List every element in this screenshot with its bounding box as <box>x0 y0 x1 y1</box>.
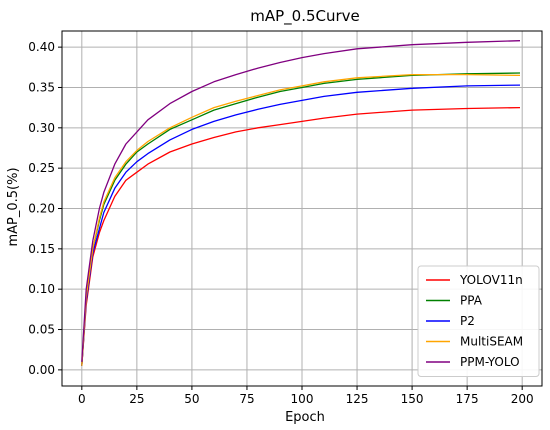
series-line-p2 <box>81 84 521 366</box>
y-tick-label: 0.10 <box>28 282 55 296</box>
legend-label-yolov11n: YOLOV11n <box>459 273 523 287</box>
x-tick-label: 100 <box>291 392 314 406</box>
series-line-yolov11n <box>81 106 521 366</box>
x-tick-label: 200 <box>511 392 534 406</box>
y-tick-label: 0.20 <box>28 202 55 216</box>
y-tick-label: 0.35 <box>28 80 55 94</box>
x-tick-label: 25 <box>129 392 144 406</box>
series-line-ppm-yolo <box>81 40 521 362</box>
x-tick-label: 175 <box>456 392 479 406</box>
y-tick-label: 0.40 <box>28 40 55 54</box>
legend-label-ppm-yolo: PPM-YOLO <box>460 355 520 369</box>
y-tick-label: 0.15 <box>28 242 55 256</box>
ticks: 0 25 50 75 100 125 150 175 200 0.00 0.05 0.10 0.15 0.… <box>28 40 533 406</box>
y-tick-label: 0.30 <box>28 121 55 135</box>
x-tick-label: 75 <box>239 392 254 406</box>
y-tick-label: 0.05 <box>28 323 55 337</box>
legend-box <box>417 265 540 377</box>
legend-label-ppa: PPA <box>460 294 483 308</box>
x-tick-label: 125 <box>346 392 369 406</box>
x-tick-label: 0 <box>78 392 86 406</box>
legend: YOLOV11n PPA P2 MultiSEAM PPM-YOLO <box>417 265 540 377</box>
chart-title: mAP_0.5Curve <box>250 7 360 26</box>
y-tick-label: 0.25 <box>28 161 55 175</box>
x-tick-label: 150 <box>401 392 424 406</box>
x-axis-label: Epoch <box>285 410 325 425</box>
series-layer <box>81 40 521 366</box>
series-line-multiseam <box>81 73 521 366</box>
y-axis-label: mAP_0.5(%) <box>6 167 21 246</box>
x-tick-label: 50 <box>184 392 199 406</box>
legend-label-p2: P2 <box>460 314 475 328</box>
legend-label-multiseam: MultiSEAM <box>460 335 523 349</box>
y-tick-label: 0.00 <box>28 363 55 377</box>
